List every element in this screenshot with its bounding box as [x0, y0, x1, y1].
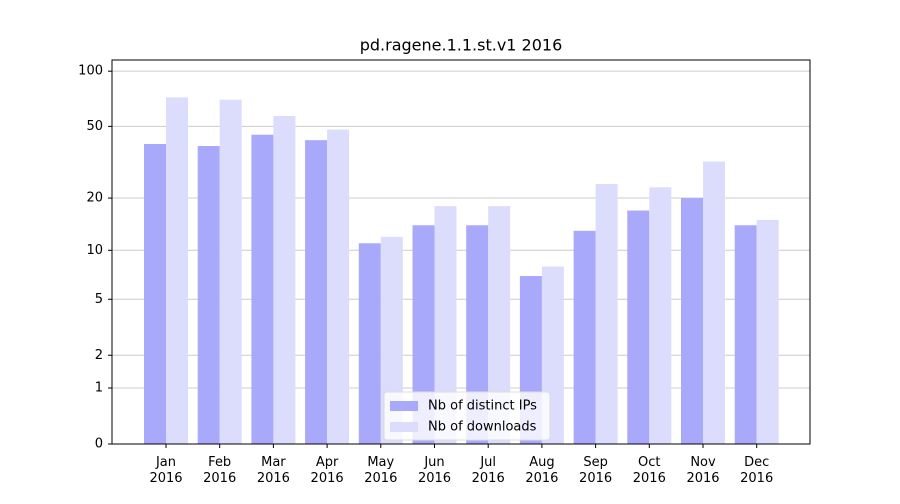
y-tick-label: 100: [78, 64, 103, 79]
bar: [488, 206, 511, 444]
bar: [649, 187, 672, 444]
bar: [466, 225, 489, 444]
x-tick-label: Dec 2016: [740, 455, 773, 486]
legend-box: [383, 391, 551, 441]
bar: [219, 99, 242, 444]
bar: [166, 97, 188, 445]
y-tick-label: 5: [95, 292, 103, 307]
legend-label: Nb of downloads: [428, 420, 537, 435]
legend-swatch: [390, 422, 418, 432]
bar: [273, 115, 296, 444]
bar: [703, 161, 725, 444]
bar: [144, 144, 166, 445]
x-tick-label: Jul 2016: [472, 455, 505, 486]
bar: [197, 146, 220, 444]
bar: [681, 198, 703, 444]
y-tick-label: 2: [95, 348, 103, 363]
x-tick-label: Mar 2016: [257, 455, 290, 486]
y-tick-label: 10: [86, 243, 103, 258]
bar: [412, 225, 435, 444]
x-tick-label: Nov 2016: [686, 455, 719, 486]
legend-label: Nb of distinct IPs: [428, 399, 537, 414]
x-tick-label: Jun 2016: [418, 455, 451, 486]
bar: [251, 134, 274, 445]
x-tick-label: Jan 2016: [149, 455, 182, 486]
x-tick-label: May 2016: [364, 455, 397, 486]
bar: [756, 220, 779, 444]
bar: [358, 243, 381, 444]
y-tick-label: 50: [86, 119, 103, 134]
bar: [595, 183, 618, 444]
bar: [627, 210, 650, 444]
bar: [734, 225, 757, 444]
y-tick-label: 0: [95, 437, 103, 452]
chart-title: pd.ragene.1.1.st.v1 2016: [360, 36, 563, 55]
x-tick-label: Apr 2016: [311, 455, 344, 486]
bar: [573, 230, 596, 444]
y-tick-label: 1: [95, 381, 103, 396]
legend-swatch: [390, 401, 418, 411]
y-tick-label: 20: [86, 191, 103, 206]
x-tick-label: Aug 2016: [525, 455, 558, 486]
plot-frame: [111, 59, 811, 445]
bar: [327, 129, 350, 444]
x-tick-label: Feb 2016: [203, 455, 236, 486]
x-tick-label: Oct 2016: [633, 455, 666, 486]
bar: [305, 140, 328, 444]
bar: [434, 206, 457, 444]
x-tick-label: Sep 2016: [579, 455, 612, 486]
